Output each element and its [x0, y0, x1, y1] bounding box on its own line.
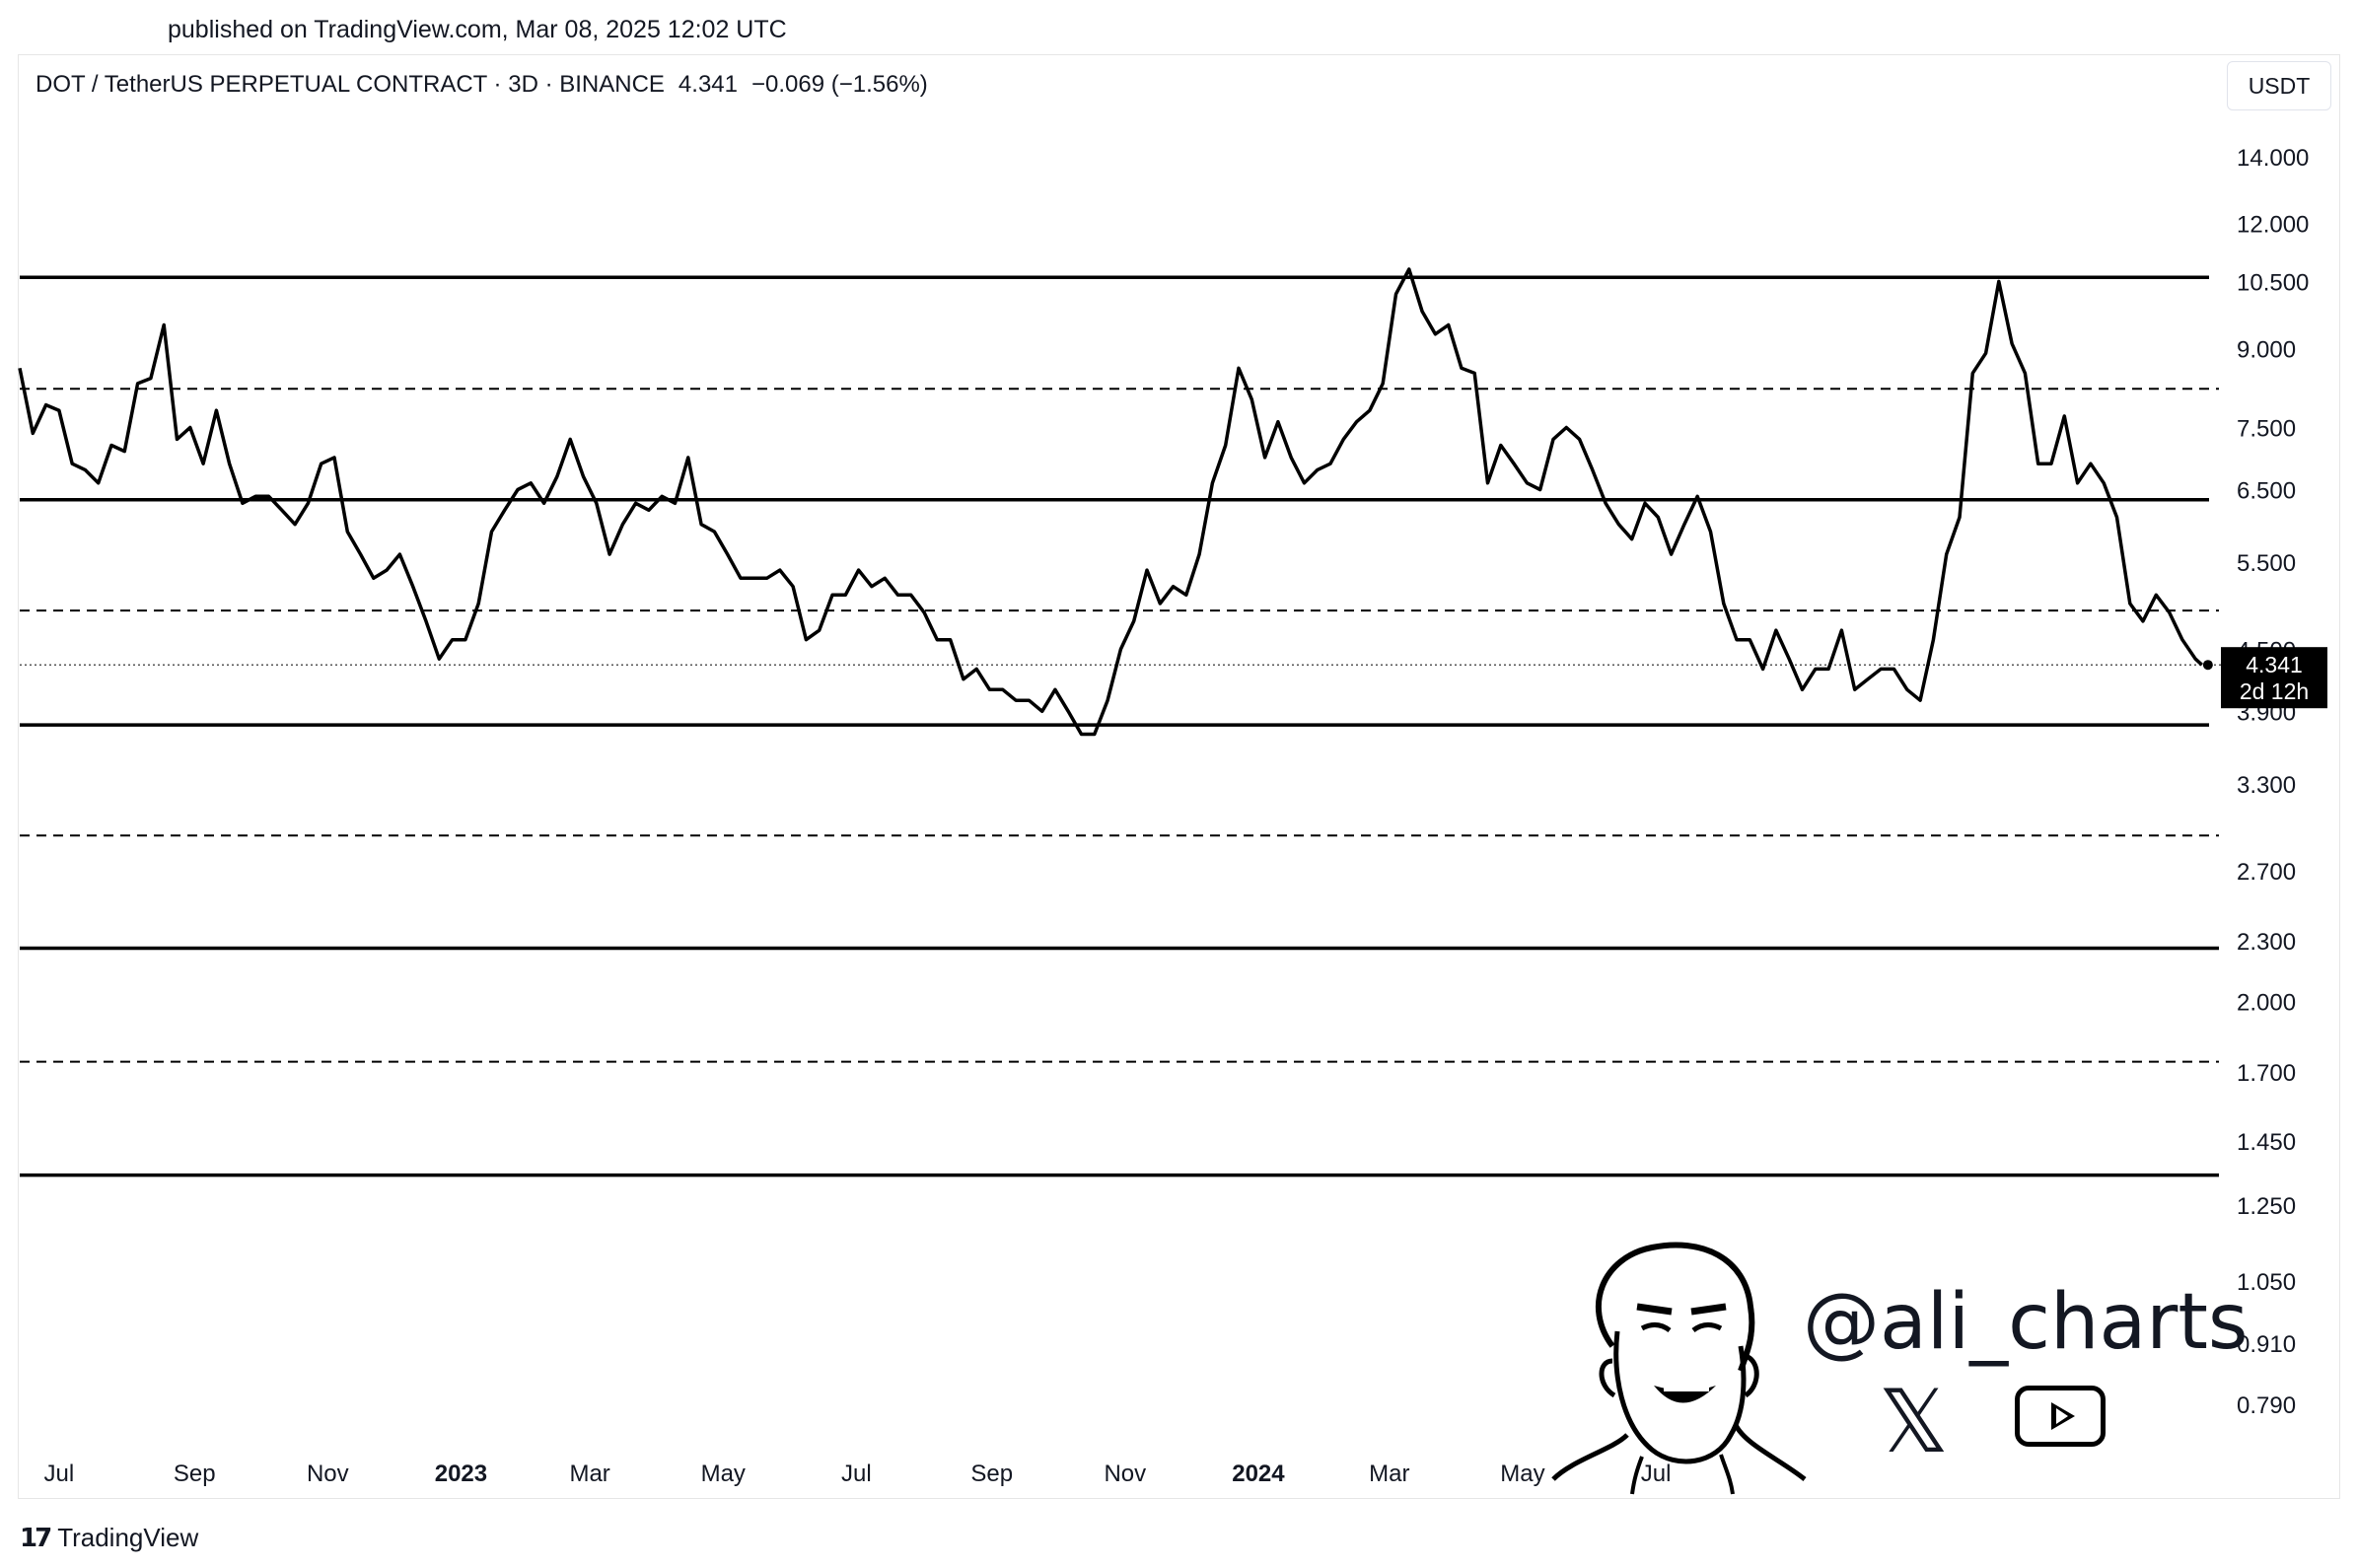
y-tick-label: 2.000 [2237, 989, 2296, 1016]
author-handle: @ali_charts [1803, 1278, 2249, 1367]
price-label-box [2221, 647, 2327, 709]
x-tick-label: May [1500, 1461, 1544, 1487]
y-axis: 14.000 12.000 10.500 9.000 7.500 6.500 5.500 4.… [2237, 145, 2309, 1419]
y-tick-label: 12.000 [2237, 212, 2309, 239]
y-tick-label: 1.450 [2237, 1129, 2296, 1156]
y-tick-label: 1.250 [2237, 1193, 2296, 1220]
y-tick-label: 7.500 [2237, 416, 2296, 443]
x-tick-label: Sep [970, 1461, 1013, 1487]
price-label-countdown: 2d 12h [2240, 678, 2309, 704]
x-tick-label: 2024 [1232, 1461, 1285, 1487]
x-tick-label: May [701, 1461, 746, 1487]
horizontal-levels [20, 275, 2219, 1177]
y-tick-label: 6.500 [2237, 477, 2296, 504]
published-caption: published on TradingView.com, Mar 08, 20… [168, 16, 787, 43]
symbol-name: DOT / TetherUS PERPETUAL CONTRACT · 3D ·… [36, 71, 665, 98]
x-tick-label: Mar [569, 1461, 609, 1487]
y-tick-label: 1.700 [2237, 1060, 2296, 1087]
x-tick-label: Nov [1104, 1461, 1146, 1487]
price-label-value: 4.341 [2246, 652, 2303, 677]
y-tick-label: 5.500 [2237, 550, 2296, 577]
tradingview-brand: TradingView [57, 1523, 199, 1552]
chart-frame[interactable] [18, 54, 2340, 1499]
x-tick-label: Sep [174, 1461, 216, 1487]
price-line [18, 267, 2203, 737]
x-tick-label: Jul [841, 1461, 872, 1487]
tradingview-logo[interactable]: 17 TradingView [20, 1523, 198, 1553]
y-tick-label: 9.000 [2237, 336, 2296, 363]
x-logo-icon: 𝕏 [1879, 1371, 1949, 1472]
y-tick-label: 0.910 [2237, 1331, 2296, 1358]
x-tick-label: Jul [44, 1461, 75, 1487]
tradingview-icon: 17 [20, 1523, 52, 1553]
x-tick-label: Nov [307, 1461, 349, 1487]
x-tick-label: Mar [1369, 1461, 1409, 1487]
y-tick-label: 14.000 [2237, 145, 2309, 172]
last-price-dot [2202, 660, 2213, 671]
last-price: 4.341 [678, 71, 738, 98]
x-tick-label: 2023 [435, 1461, 487, 1487]
y-tick-label: 0.790 [2237, 1392, 2296, 1419]
character-face-icon [1551, 1242, 1807, 1495]
x-axis: Jul Sep Nov 2023 Mar May Jul Sep Nov 2024 Mar May Ju… [44, 1461, 1672, 1487]
y-tick-label: 10.500 [2237, 269, 2309, 296]
y-tick-label: 3.300 [2237, 772, 2296, 799]
y-tick-label: 2.300 [2237, 929, 2296, 956]
y-tick-label: 1.050 [2237, 1269, 2296, 1296]
symbol-header: DOT / TetherUS PERPETUAL CONTRACT · 3D ·… [36, 71, 942, 99]
price-change: −0.069 (−1.56%) [750, 71, 928, 98]
youtube-icon [2015, 1386, 2106, 1447]
x-tick-label: Jul [1641, 1461, 1672, 1487]
y-tick-label: 2.700 [2237, 859, 2296, 886]
currency-button[interactable]: USDT [2227, 61, 2331, 110]
price-series [18, 267, 2213, 737]
